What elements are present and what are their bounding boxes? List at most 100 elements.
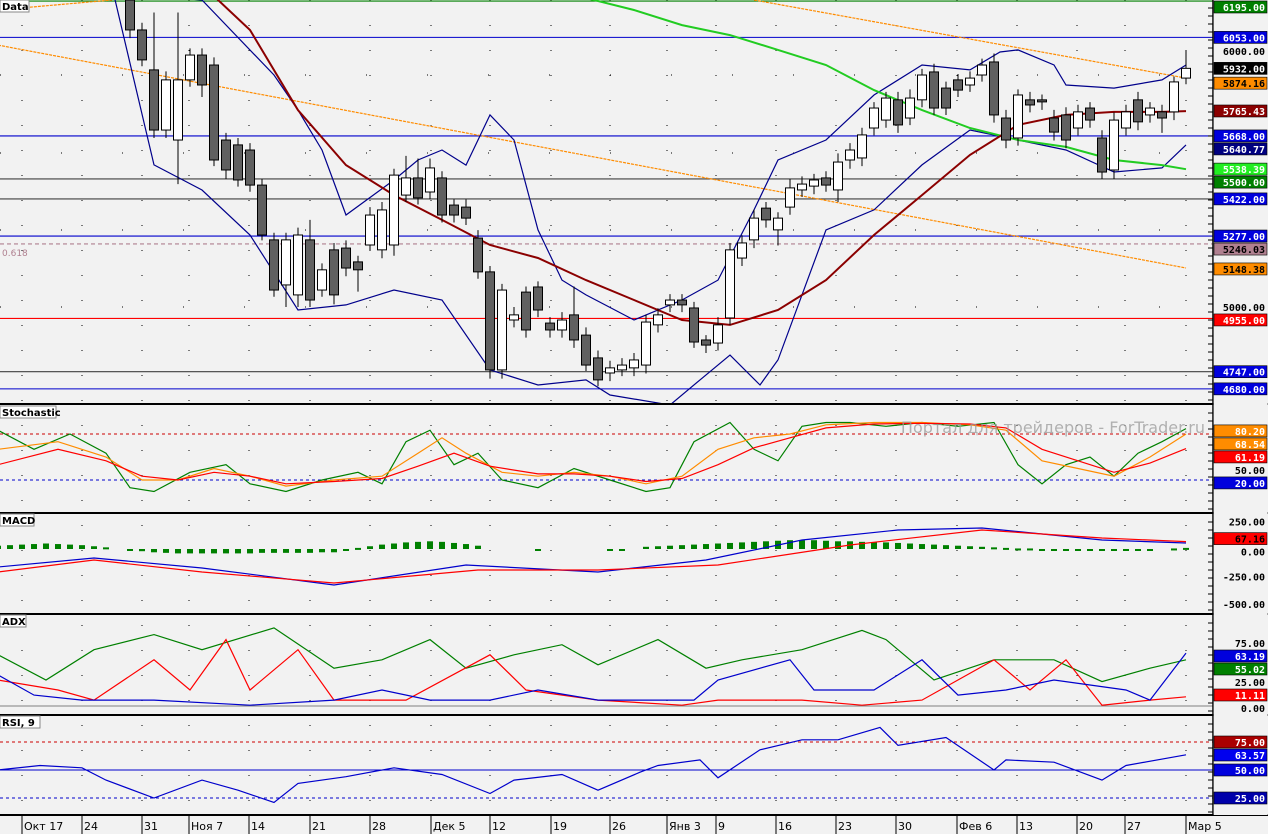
macd-histogram-bar — [643, 546, 649, 549]
macd-histogram-bar — [1087, 549, 1093, 551]
candle-bullish — [845, 149, 855, 161]
candle-bearish — [1025, 99, 1035, 106]
value-label-box — [1213, 192, 1268, 206]
macd-histogram-bar — [163, 549, 169, 553]
value-label: 20.00 — [1235, 479, 1265, 490]
macd-histogram-bar — [883, 542, 889, 549]
value-label: 25.00 — [1235, 678, 1265, 689]
rsi-panel[interactable] — [0, 726, 1213, 804]
candle-bearish — [677, 299, 687, 306]
value-label-box — [1213, 129, 1268, 143]
candle-bullish — [365, 214, 375, 246]
value-label-box — [1213, 476, 1268, 490]
candle-bearish — [473, 237, 483, 273]
candle-bearish — [1061, 114, 1071, 141]
macd-histogram-bar — [43, 543, 49, 549]
value-label-box — [1213, 532, 1268, 545]
macd-histogram-bar — [727, 542, 733, 549]
value-label-box — [1213, 31, 1268, 44]
macd-panel[interactable] — [0, 527, 1189, 586]
value-label-box — [1213, 688, 1268, 702]
candle-bearish — [413, 177, 423, 199]
value-label: 61.19 — [1235, 453, 1265, 464]
candle-bullish — [797, 183, 807, 191]
candle-bearish — [269, 239, 279, 291]
value-label: 68.54 — [1235, 440, 1265, 451]
value-label: 5668.00 — [1223, 132, 1265, 143]
macd-histogram-bar — [283, 549, 289, 553]
macd-histogram-bar — [943, 545, 949, 549]
value-label-box — [1213, 735, 1268, 749]
candle-bearish — [1097, 137, 1107, 173]
macd-histogram-bar — [391, 543, 397, 549]
trendline — [753, 0, 1187, 79]
value-label-box — [1213, 229, 1268, 243]
adx-line — [0, 627, 1187, 683]
stochastic-panel-title: Stochastic — [2, 408, 61, 419]
value-label-box — [1213, 313, 1268, 327]
macd-panel-title: MACD — [2, 516, 35, 527]
value-label: 5500.00 — [1223, 178, 1265, 189]
candle-bullish — [1145, 107, 1155, 116]
value-axis: 6195.00 6053.00 6000.00 5932.00 5874.16 5765.… — [1213, 0, 1268, 805]
macd-histogram-bar — [79, 545, 85, 549]
value-label: 6053.00 — [1223, 33, 1265, 44]
candle-bullish — [1013, 94, 1023, 139]
macd-histogram-bar — [7, 545, 13, 549]
macd-histogram-bar — [295, 549, 301, 553]
macd-histogram-bar — [979, 546, 985, 549]
candle-bearish — [821, 177, 831, 186]
macd-histogram-bar — [19, 544, 25, 549]
value-label-box — [1213, 175, 1268, 189]
macd-histogram-bar — [955, 545, 961, 549]
value-label: 6195.00 — [1223, 3, 1265, 14]
macd-histogram-bar — [91, 546, 97, 549]
macd-histogram-bar — [895, 542, 901, 549]
value-label: 5000.00 — [1223, 303, 1265, 314]
stochastic-panel[interactable] — [0, 421, 1213, 493]
candle-bullish — [869, 107, 879, 129]
adx-panel-title: ADX — [2, 617, 26, 628]
macd-title-box — [0, 513, 35, 527]
price-title-box — [0, 0, 30, 13]
trendline — [0, 44, 1187, 269]
value-label-box — [1213, 262, 1268, 276]
macd-histogram-bar — [1003, 547, 1009, 550]
macd-histogram-bar — [0, 545, 1, 549]
macd-histogram-bar — [811, 540, 817, 549]
value-label-box — [1213, 382, 1268, 396]
value-label: 250.00 — [1229, 518, 1265, 529]
candle-bullish — [1109, 119, 1119, 171]
candle-bearish — [689, 307, 699, 343]
macd-histogram-bar — [403, 542, 409, 549]
macd-histogram-bar — [331, 549, 337, 553]
macd-histogram-bar — [823, 540, 829, 549]
price-panel[interactable] — [0, 0, 1213, 405]
candle-bullish — [557, 319, 567, 331]
macd-histogram-bar — [415, 541, 421, 549]
value-label: 5538.39 — [1223, 165, 1265, 176]
candle-bullish — [629, 359, 639, 369]
candle-bearish — [233, 144, 243, 181]
candle-bullish — [617, 364, 627, 371]
value-label-box — [1213, 748, 1268, 762]
date-label: Ноя 7 — [191, 820, 223, 833]
macd-histogram-bar — [1039, 549, 1045, 551]
date-label: Окт 17 — [24, 820, 63, 833]
candle-bearish — [125, 0, 135, 31]
macd-histogram-bar — [1027, 548, 1033, 551]
panel-titles: Data Stochastic MACD ADX RSI, 9 — [0, 0, 61, 729]
adx-panel[interactable] — [0, 627, 1213, 707]
macd-histogram-bar — [787, 540, 793, 549]
macd-histogram-bar — [1099, 549, 1105, 551]
candle-bearish — [449, 204, 459, 216]
macd-histogram-bar — [271, 549, 277, 553]
macd-histogram-bar — [667, 545, 673, 549]
candle-bearish — [1037, 99, 1047, 103]
date-label: Фев 6 — [959, 820, 992, 833]
candle-bullish — [965, 77, 975, 86]
candle-bullish — [1181, 67, 1191, 79]
candle-bullish — [281, 239, 291, 286]
candle-bullish — [653, 314, 663, 326]
